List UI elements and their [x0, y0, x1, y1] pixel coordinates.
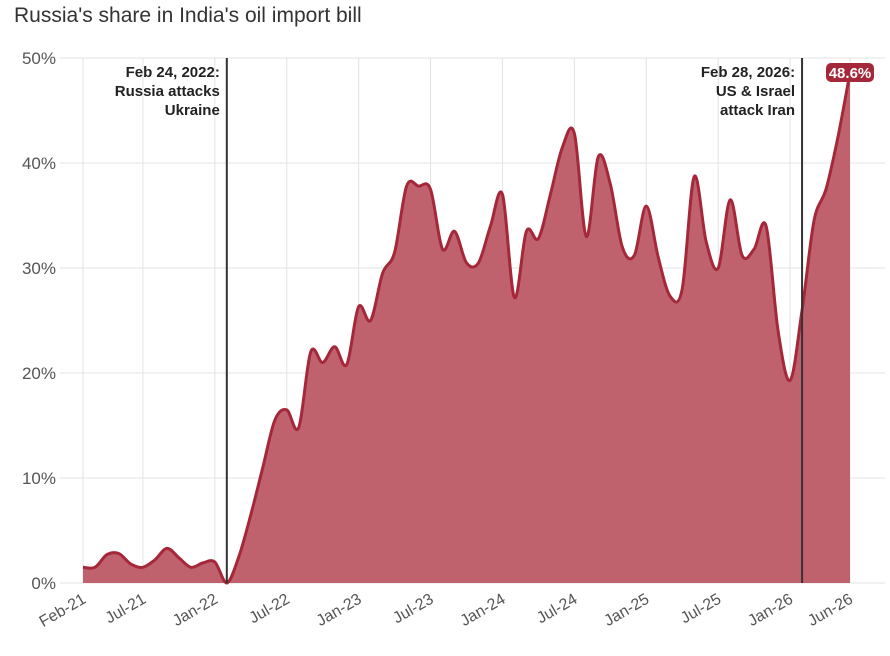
y-tick-label: 40% [22, 154, 56, 173]
x-tick-label: Jul-22 [246, 591, 292, 628]
y-tick-label: 50% [22, 49, 56, 68]
annotation-text: Feb 24, 2022: [126, 64, 220, 81]
end-value-label: 48.6% [829, 65, 872, 82]
y-tick-label: 0% [31, 574, 56, 593]
series-area [83, 72, 850, 583]
x-tick-label: Jan-25 [601, 591, 652, 630]
y-tick-label: 10% [22, 469, 56, 488]
x-tick-label: Jan-26 [745, 591, 796, 630]
annotation-text: attack Iran [720, 102, 795, 119]
x-tick-label: Jan-24 [458, 591, 509, 630]
annotation-text: Feb 28, 2026: [701, 64, 795, 81]
x-tick-label: Jan-23 [314, 591, 365, 630]
y-tick-label: 20% [22, 364, 56, 383]
x-tick-label: Jul-21 [103, 591, 149, 628]
annotation-text: Russia attacks [115, 83, 220, 100]
x-tick-label: Feb-21 [37, 591, 89, 631]
annotation-text: Ukraine [165, 102, 220, 119]
x-tick-label: Jun-26 [805, 591, 856, 630]
y-tick-label: 30% [22, 259, 56, 278]
annotation-text: US & Israel [716, 83, 795, 100]
end-label-badge [826, 63, 874, 82]
x-tick-label: Jul-25 [678, 591, 724, 628]
x-tick-label: Jul-24 [534, 591, 580, 628]
chart-title: Russia's share in India's oil import bil… [14, 4, 362, 27]
x-tick-label: Jan-22 [170, 591, 221, 630]
x-tick-label: Jul-23 [390, 591, 436, 628]
series-line [82, 72, 852, 585]
